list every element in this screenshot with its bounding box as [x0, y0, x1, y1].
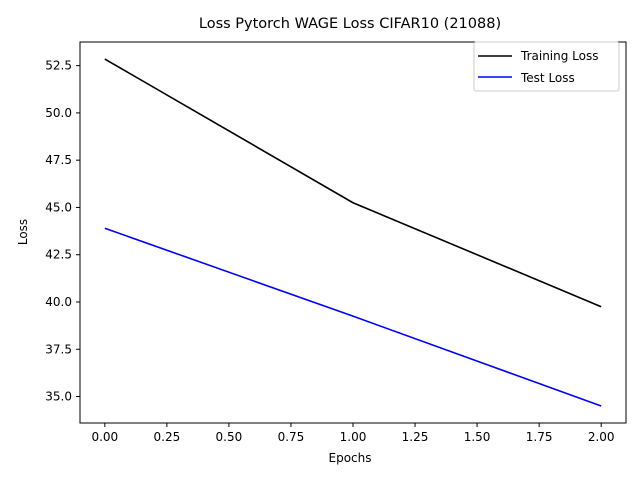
legend-label-test-loss: Test Loss — [520, 71, 575, 85]
x-tick-label: 2.00 — [588, 430, 615, 444]
series-line-1 — [104, 227, 602, 407]
plot-layer — [104, 58, 602, 407]
plot-frame — [79, 41, 627, 424]
x-tick-label: 0.25 — [154, 430, 181, 444]
x-tick-label: 0.75 — [278, 430, 305, 444]
y-tick-label: 35.0 — [45, 390, 72, 404]
x-tick-label: 1.75 — [526, 430, 553, 444]
x-tick-label: 1.00 — [340, 430, 367, 444]
y-tick-label: 50.0 — [45, 106, 72, 120]
y-tick-label: 37.5 — [45, 342, 72, 356]
chart-title: Loss Pytorch WAGE Loss CIFAR10 (21088) — [199, 16, 501, 32]
y-axis-ticks: 35.0 37.5 40.0 42.5 45.0 47.5 50.0 52.5 — [45, 59, 80, 404]
legend: Training Loss Test Loss — [473, 41, 620, 92]
y-tick-label: 47.5 — [45, 153, 72, 167]
x-tick-label: 1.50 — [464, 430, 491, 444]
x-tick-label: 0.50 — [216, 430, 243, 444]
y-tick-label: 45.0 — [45, 200, 72, 214]
series-line-0 — [104, 58, 602, 308]
legend-label-training-loss: Training Loss — [520, 49, 598, 63]
legend-frame — [473, 41, 620, 92]
x-tick-label: 1.25 — [402, 430, 429, 444]
x-tick-label: 0.00 — [91, 430, 118, 444]
y-tick-label: 42.5 — [45, 248, 72, 262]
y-axis-label: Loss — [16, 219, 30, 245]
x-axis-ticks: 0.00 0.25 0.50 0.75 1.00 1.25 1.50 1.75 2.00 — [91, 423, 615, 444]
y-tick-label: 40.0 — [45, 295, 72, 309]
y-tick-label: 52.5 — [45, 59, 72, 73]
x-axis-label: Epochs — [329, 451, 372, 465]
